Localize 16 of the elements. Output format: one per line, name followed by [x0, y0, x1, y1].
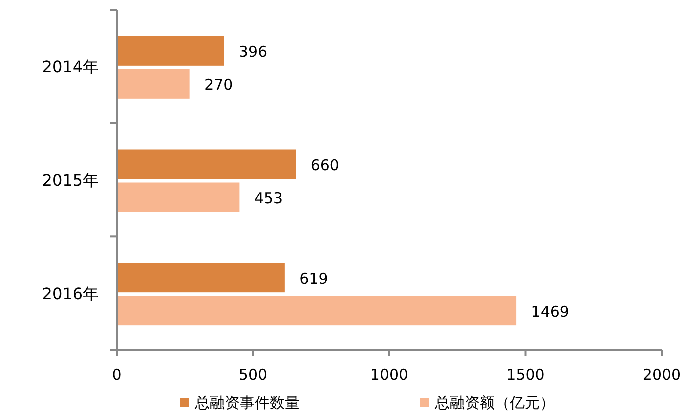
x-tick-label: 1000 — [370, 366, 409, 384]
x-tick-label: 500 — [238, 366, 268, 384]
data-label: 619 — [300, 270, 328, 288]
data-label: 270 — [204, 76, 234, 94]
data-label: 453 — [254, 190, 284, 208]
data-label: 396 — [238, 43, 268, 62]
y-tick-label: 2015年 — [42, 171, 99, 190]
legend-label: 总融资额（亿元） — [434, 394, 555, 412]
x-tick-label: 0 — [112, 366, 122, 384]
data-label: 660 — [310, 156, 340, 174]
legend-label: 总融资事件数量 — [194, 394, 300, 412]
y-tick-label: 2014年 — [42, 58, 99, 77]
x-tick-label: 2000 — [642, 366, 682, 384]
data-label: 1469 — [531, 302, 570, 321]
y-tick-label: 2016年 — [42, 284, 99, 304]
x-tick-label: 1500 — [506, 366, 545, 384]
